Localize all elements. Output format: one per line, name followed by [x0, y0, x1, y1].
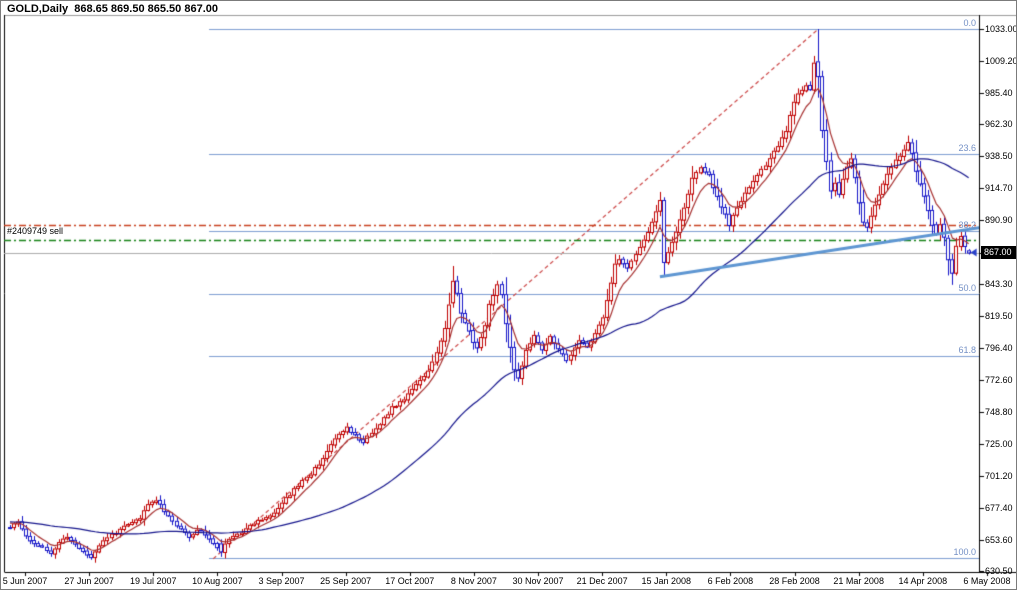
- price-tick-label: 938.50: [985, 151, 1013, 161]
- date-tick-label: 15 Jan 2008: [641, 576, 692, 586]
- price-tick-label: 890.90: [985, 215, 1013, 225]
- date-tick-label: 28 Feb 2008: [769, 576, 820, 586]
- fib-level-label: 50.0: [958, 283, 976, 293]
- date-tick-label: 19 Jul 2007: [129, 576, 177, 586]
- price-tick-label: 819.50: [985, 311, 1013, 321]
- price-tick-label: 772.60: [985, 375, 1013, 385]
- fib-level-label: 0.0: [963, 18, 976, 28]
- price-tick-label: 1009.20: [985, 56, 1017, 66]
- date-tick-label: 21 Mar 2008: [833, 576, 884, 586]
- date-tick-label: 21 Dec 2007: [576, 576, 628, 586]
- date-tick-label: 25 Sep 2007: [320, 576, 372, 586]
- price-tick-label: 653.60: [985, 535, 1013, 545]
- current-price-tag: 867.00: [981, 246, 1016, 259]
- date-tick-label: 5 Jun 2007: [2, 576, 48, 586]
- price-tick-label: 843.30: [985, 279, 1013, 289]
- date-tick-label: 27 Jun 2007: [64, 576, 114, 586]
- price-tick-label: 914.70: [985, 183, 1013, 193]
- date-tick-label: 17 Oct 2007: [385, 576, 435, 586]
- price-tick-label: 985.40: [985, 88, 1013, 98]
- fib-level-label: 38.2: [958, 220, 976, 230]
- price-tick-label: 630.50: [985, 566, 1013, 576]
- order-sell-label[interactable]: #2409749 sell: [7, 226, 64, 236]
- date-tick-label: 8 Nov 2007: [450, 576, 497, 586]
- date-tick-label: 30 Nov 2007: [512, 576, 564, 586]
- price-tick-label: 748.80: [985, 407, 1013, 417]
- date-tick-label: 3 Sep 2007: [258, 576, 305, 586]
- price-tick-label: 962.30: [985, 119, 1013, 129]
- price-tick-label: 677.40: [985, 503, 1013, 513]
- date-tick-label: 14 Apr 2008: [898, 576, 948, 586]
- price-tick-label: 701.20: [985, 471, 1013, 481]
- date-tick-label: 6 May 2008: [963, 576, 1011, 586]
- date-tick-label: 6 Feb 2008: [707, 576, 754, 586]
- date-tick-label: 10 Aug 2007: [192, 576, 243, 586]
- fib-level-label: 23.6: [958, 143, 976, 153]
- fib-level-label: 100.0: [953, 547, 976, 557]
- price-tick-label: 1033.00: [985, 24, 1017, 34]
- fib-level-label: 61.8: [958, 345, 976, 355]
- price-tick-label: 796.40: [985, 343, 1013, 353]
- chart-title-ohlc: GOLD,Daily 868.65 869.50 865.50 867.00: [7, 3, 218, 15]
- price-tick-label: 725.00: [985, 439, 1013, 449]
